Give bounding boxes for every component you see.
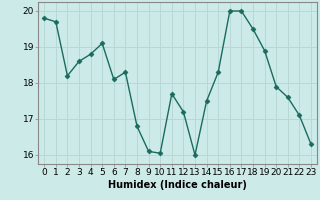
- X-axis label: Humidex (Indice chaleur): Humidex (Indice chaleur): [108, 180, 247, 190]
